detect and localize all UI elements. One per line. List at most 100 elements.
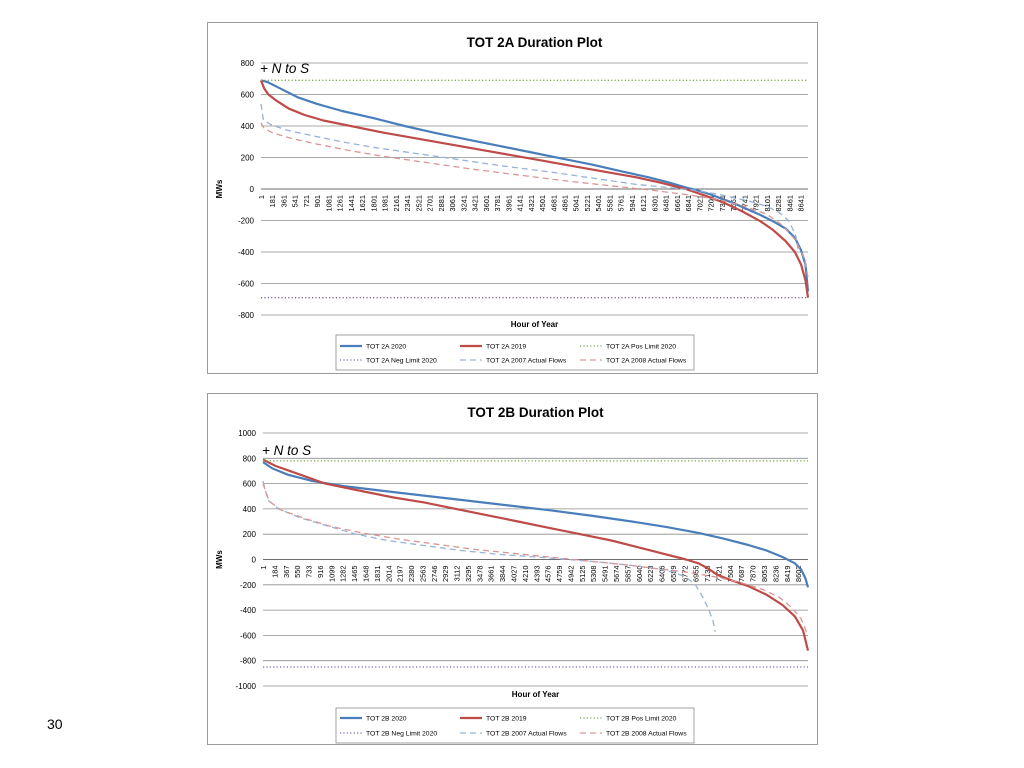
series-line	[262, 483, 809, 636]
chart-svg-tot-2b: TOT 2B Duration Plot -1000 -800 -600 -400 -20…	[215, 405, 810, 744]
x-tick-label: 4027	[510, 566, 519, 582]
x-tick-label: 7138	[703, 566, 712, 582]
slide-number: 30	[47, 716, 63, 732]
x-tick-label: 4759	[555, 566, 564, 582]
x-tick-label: 901	[313, 195, 322, 207]
x-tick-label: 5857	[623, 566, 632, 582]
x-tick-label: 3961	[504, 195, 513, 211]
legend-box	[335, 334, 695, 371]
y-tick-label: -600	[238, 280, 255, 289]
x-tick-label: 5581	[605, 195, 614, 211]
x-tick-label: 1081	[324, 195, 333, 211]
x-tick-label: 4681	[549, 195, 558, 211]
x-tick-label: 2881	[437, 195, 446, 211]
x-tick-label: 8641	[797, 195, 806, 211]
x-tick-label: 7504	[726, 566, 735, 582]
x-tick-label: 8419	[783, 566, 792, 582]
x-tick-label: 7741	[740, 195, 749, 211]
x-tick-label: 7201	[707, 195, 716, 211]
x-tick-label: 1981	[381, 195, 390, 211]
x-tick-label: 2521	[414, 195, 423, 211]
x-tick-label: 3781	[493, 195, 502, 211]
x-tick-label: 2341	[403, 195, 412, 211]
x-tick-label: 6661	[673, 195, 682, 211]
legend-label: TOT 2A 2019	[486, 344, 526, 351]
chart-tot-2b-duration-plot: TOT 2B Duration Plot -1000 -800 -600 -400 -20…	[207, 393, 818, 745]
y-tick-label: -800	[238, 311, 255, 320]
x-tick-label: 5308	[589, 566, 598, 582]
x-tick-label: 8053	[760, 566, 769, 582]
series-line	[262, 480, 716, 632]
x-tick-label: 4321	[527, 195, 536, 211]
chart-title: TOT 2B Duration Plot	[467, 405, 604, 420]
x-tick-label: 2380	[407, 566, 416, 582]
series-line	[260, 79, 810, 292]
legend-label: TOT 2A 2007 Actual Flows	[486, 358, 567, 365]
x-tick-label: 4210	[521, 566, 530, 582]
legend-label: TOT 2B 2008 Actual Flows	[606, 731, 687, 738]
legend-label: TOT 2A 2020	[366, 344, 406, 351]
y-tick-label: 600	[243, 480, 257, 489]
x-tick-label: 6223	[646, 566, 655, 582]
x-tick-label: 7021	[695, 195, 704, 211]
x-tick-label: 3844	[498, 566, 507, 582]
series-line	[260, 103, 799, 249]
x-tick-label: 1261	[336, 195, 345, 211]
x-tick-label: 6589	[669, 566, 678, 582]
legend-label: TOT 2B Pos Limit 2020	[606, 716, 677, 723]
x-tick-label: 5491	[601, 566, 610, 582]
y-tick-label: -400	[238, 248, 255, 257]
x-tick-label: 6121	[639, 195, 648, 211]
x-tick-label: 2563	[418, 566, 427, 582]
y-tick-label: -200	[238, 217, 255, 226]
x-tick-label: 4141	[516, 195, 525, 211]
x-tick-label: 1648	[361, 566, 370, 582]
x-tick-label: 4942	[566, 566, 575, 582]
x-tick-label: 6301	[650, 195, 659, 211]
x-tick-label: 5401	[594, 195, 603, 211]
x-tick-label: 5941	[628, 195, 637, 211]
series-line	[262, 458, 810, 651]
x-tick-label: 361	[279, 195, 288, 207]
x-tick-label: 367	[282, 566, 291, 578]
x-tick-label: 7321	[714, 566, 723, 582]
x-tick-label: 721	[302, 195, 311, 207]
x-tick-label: 6406	[658, 566, 667, 582]
x-tick-label: 4576	[544, 566, 553, 582]
y-tick-label: 800	[243, 454, 257, 463]
x-tick-label: 3601	[482, 195, 491, 211]
legend-label: TOT 2B 2019	[486, 716, 527, 723]
y-axis-label: MWs	[215, 179, 224, 198]
x-tick-label: 3478	[475, 566, 484, 582]
legend-label: TOT 2A Neg Limit 2020	[366, 358, 437, 365]
series-line	[259, 79, 810, 298]
x-tick-label: 5221	[583, 195, 592, 211]
x-tick-label: 5125	[578, 566, 587, 582]
y-tick-label: 600	[241, 91, 255, 100]
x-tick-label: 8281	[774, 195, 783, 211]
legend-label: TOT 2B 2020	[366, 716, 407, 723]
x-tick-label: 7687	[737, 566, 746, 582]
x-tick-label: 6841	[684, 195, 693, 211]
chart-title: TOT 2A Duration Plot	[467, 35, 603, 50]
x-tick-label: 3661	[487, 566, 496, 582]
y-tick-label: -400	[240, 606, 257, 615]
x-tick-label: 5674	[612, 566, 621, 582]
x-tick-label: 1099	[327, 566, 336, 582]
x-tick-label: 541	[291, 195, 300, 207]
x-tick-label: 3241	[459, 195, 468, 211]
y-tick-label: 0	[250, 185, 255, 194]
series-line	[260, 122, 809, 278]
x-tick-label: 8461	[785, 195, 794, 211]
x-tick-label: 7870	[749, 566, 758, 582]
y-axis-label: MWs	[215, 550, 224, 569]
x-tick-label: 2197	[396, 566, 405, 582]
x-tick-label: 4861	[561, 195, 570, 211]
chart-svg-tot-2a: TOT 2A Duration Plot -800 -600 -400 -200 0 200…	[215, 35, 810, 371]
x-tick-label: 6040	[635, 566, 644, 582]
y-tick-label: 0	[252, 556, 257, 565]
legend-box	[335, 707, 695, 744]
x-tick-label: 3061	[448, 195, 457, 211]
x-tick-label: 2701	[426, 195, 435, 211]
legend-label: TOT 2A Pos Limit 2020	[606, 344, 676, 351]
